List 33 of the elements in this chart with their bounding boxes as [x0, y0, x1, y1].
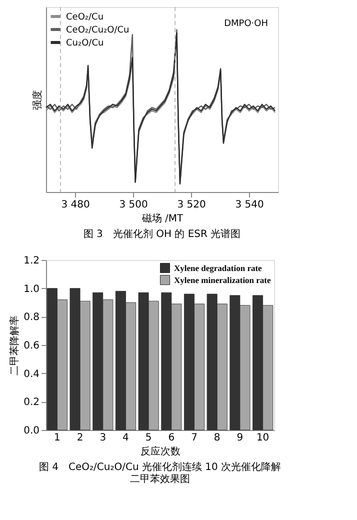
x-tick-label: 2: [76, 432, 84, 444]
legend-label: Xylene degradation rate: [174, 263, 262, 273]
y-tick-label: 0.6: [24, 340, 40, 352]
x-tick-label: 4: [122, 432, 129, 444]
x-axis-title: 反应次数: [140, 446, 180, 458]
x-tick-label: 8: [214, 432, 220, 444]
legend-label: Cu₂O/Cu: [66, 38, 104, 48]
legend-label: Xylene mineralization rate: [174, 275, 272, 285]
y-tick-label: 0.4: [24, 368, 40, 380]
legend-label: CeO₂/Cu: [66, 12, 104, 22]
caption: 图 3 光催化剂 OH 的 ESR 光谱图: [83, 228, 241, 240]
y-axis-title: 强度: [32, 90, 44, 110]
x-tick-label: 3 500: [119, 200, 148, 210]
x-tick-label: 9: [236, 432, 244, 444]
y-axis-title: 二甲苯降解率: [8, 316, 21, 376]
y-tick-label: 0.2: [24, 397, 40, 408]
x-tick-label: 6: [168, 432, 175, 444]
x-tick-label: 3: [100, 432, 106, 444]
x-tick-label: 3 520: [177, 200, 206, 210]
x-tick-label: 10: [256, 432, 270, 444]
x-tick-label: 3 540: [235, 200, 264, 210]
y-tick-label: 1.2: [24, 256, 40, 266]
x-tick-label: 1: [54, 432, 60, 444]
text: DMPO·OH: [224, 19, 268, 29]
caption: 图 4 CeO₂/Cu₂O/Cu 光催化剂连续 10 次光催化降解二甲苯效果图: [38, 461, 282, 485]
y-tick-label: 0.0: [24, 426, 40, 436]
x-tick-label: 3 480: [61, 200, 90, 210]
y-tick-label: 1.0: [24, 284, 40, 295]
x-tick-label: 7: [191, 432, 198, 444]
x-tick-label: 5: [145, 432, 152, 444]
x-axis-title: 磁场 /MT: [140, 212, 184, 224]
y-tick-label: 0.8: [24, 312, 40, 324]
legend-label: CeO₂/Cu₂O/Cu: [66, 26, 130, 36]
